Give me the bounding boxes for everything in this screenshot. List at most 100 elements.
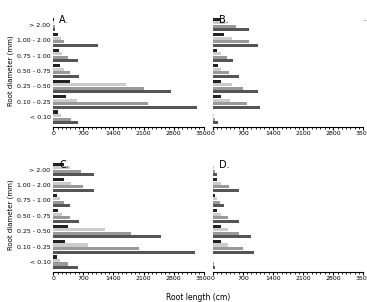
Bar: [53, 28, 55, 31]
Bar: [53, 75, 79, 78]
Bar: [213, 64, 218, 67]
Legend: 0 Pb mg L⁻¹, 100, 200, 400: 0 Pb mg L⁻¹, 100, 200, 400: [324, 19, 367, 46]
Bar: [213, 52, 221, 55]
Bar: [53, 37, 61, 40]
Bar: [53, 25, 55, 28]
Bar: [53, 59, 78, 63]
Bar: [213, 163, 214, 166]
Bar: [53, 102, 148, 105]
Bar: [213, 189, 239, 192]
Bar: [213, 44, 258, 47]
Bar: [213, 220, 239, 223]
Bar: [213, 201, 220, 204]
Bar: [53, 224, 68, 228]
Bar: [53, 90, 171, 93]
Bar: [213, 83, 232, 86]
Bar: [213, 18, 221, 21]
Bar: [53, 166, 70, 169]
Bar: [213, 178, 217, 181]
Bar: [53, 201, 64, 204]
Bar: [213, 87, 243, 90]
Bar: [53, 68, 63, 71]
Bar: [53, 204, 70, 207]
Text: Root length (cm): Root length (cm): [166, 294, 230, 302]
Text: C.: C.: [59, 160, 69, 170]
Bar: [213, 79, 221, 83]
Bar: [213, 182, 221, 185]
Bar: [53, 255, 57, 259]
Bar: [213, 262, 214, 266]
Bar: [53, 194, 57, 197]
Bar: [53, 228, 105, 231]
Bar: [53, 52, 62, 55]
Bar: [53, 189, 94, 192]
Bar: [53, 56, 68, 59]
Bar: [213, 56, 226, 59]
Bar: [53, 247, 139, 250]
Bar: [213, 59, 233, 63]
Bar: [53, 232, 131, 235]
Bar: [53, 40, 64, 43]
Bar: [213, 204, 224, 207]
Bar: [53, 111, 58, 114]
Bar: [213, 49, 217, 52]
Bar: [213, 259, 214, 262]
Bar: [213, 102, 247, 105]
Bar: [53, 18, 54, 21]
Bar: [213, 194, 215, 197]
Bar: [53, 33, 58, 36]
Bar: [53, 220, 79, 223]
Bar: [213, 247, 243, 250]
Bar: [213, 40, 249, 43]
Bar: [53, 71, 70, 74]
Bar: [213, 37, 232, 40]
Bar: [53, 121, 78, 124]
Bar: [213, 166, 214, 169]
Bar: [213, 232, 239, 235]
Bar: [213, 114, 214, 117]
Bar: [53, 240, 65, 243]
Bar: [53, 266, 78, 269]
Bar: [213, 240, 221, 243]
Bar: [53, 251, 195, 254]
Bar: [213, 68, 221, 71]
Bar: [213, 75, 239, 78]
Text: B.: B.: [219, 15, 229, 25]
Bar: [53, 262, 68, 266]
Bar: [213, 28, 249, 31]
Bar: [213, 173, 217, 176]
Bar: [213, 33, 224, 36]
Y-axis label: Root diameter (mm): Root diameter (mm): [8, 35, 14, 105]
Bar: [213, 216, 228, 219]
Bar: [213, 213, 221, 216]
Bar: [213, 98, 230, 102]
Bar: [213, 25, 236, 28]
Bar: [53, 259, 60, 262]
Bar: [213, 95, 221, 98]
Bar: [53, 197, 60, 200]
Bar: [53, 98, 77, 102]
Bar: [213, 71, 229, 74]
Bar: [213, 111, 214, 114]
Bar: [213, 185, 229, 188]
Bar: [53, 243, 88, 247]
Bar: [213, 235, 251, 238]
Bar: [53, 44, 98, 47]
Bar: [53, 21, 54, 24]
Bar: [213, 117, 215, 121]
Bar: [53, 209, 58, 212]
Text: D.: D.: [219, 160, 229, 170]
Bar: [53, 79, 70, 83]
Text: A.: A.: [59, 15, 69, 25]
Bar: [213, 90, 258, 93]
Bar: [213, 224, 221, 228]
Bar: [213, 170, 215, 173]
Bar: [53, 114, 61, 117]
Bar: [53, 83, 126, 86]
Bar: [53, 185, 83, 188]
Bar: [213, 21, 226, 24]
Bar: [213, 121, 218, 124]
Bar: [53, 213, 62, 216]
Bar: [53, 106, 197, 109]
Bar: [213, 228, 228, 231]
